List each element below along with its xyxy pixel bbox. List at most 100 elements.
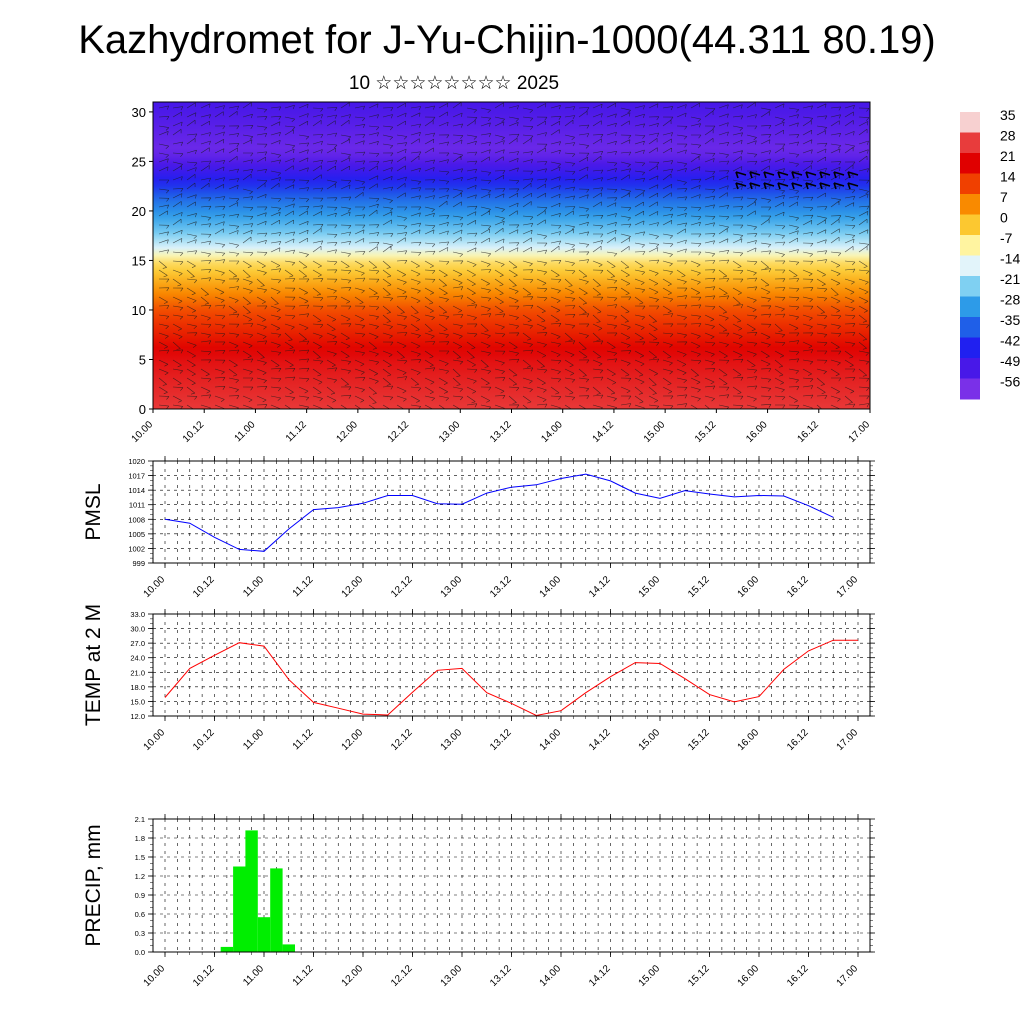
colorbar-label: 7 <box>1000 189 1008 205</box>
colorbar-swatch <box>960 296 980 318</box>
precip-y-tick-label: 2.1 <box>135 815 145 824</box>
temp2m-x-tick-label: 15.12 <box>686 727 712 753</box>
precip-y-tick-label: 1.8 <box>135 834 145 843</box>
pmsl-x-tick-label: 15.00 <box>637 574 663 600</box>
precip-bar <box>282 944 295 952</box>
colorbar-label: -42 <box>1000 333 1020 349</box>
cs-y-tick-label: 15 <box>132 253 146 268</box>
precip-x-tick-label: 10.12 <box>191 963 217 989</box>
pmsl-y-tick-label: 1002 <box>128 544 145 553</box>
colorbar-swatch <box>960 132 980 154</box>
cs-x-tick-label: 14.12 <box>591 419 617 445</box>
cs-x-tick-label: 11.12 <box>284 419 309 444</box>
temp2m-panel: 12.0 15.0 18.0 21.0 24.0 27.0 30.0 33.0 10.00 10.… <box>82 604 875 753</box>
pmsl-y-tick-label: 1017 <box>128 472 145 481</box>
precip-panel: 0.0 0.3 0.6 0.9 1.2 1.5 1.8 2.1 10.00 10.12 11.00 1… <box>82 814 875 989</box>
temp2m-x-tick-label: 10.12 <box>191 727 217 753</box>
temp2m-x-tick-label: 14.00 <box>538 727 564 753</box>
cs-y-tick-label: 20 <box>132 204 146 219</box>
colorbar-label: -7 <box>1000 230 1013 246</box>
colorbar-label: -56 <box>1000 374 1020 390</box>
temp2m-x-tick-label: 11.12 <box>291 727 316 752</box>
precip-frame <box>152 818 871 953</box>
temp2m-series-line <box>164 639 858 717</box>
cs-x-tick-label: 11.00 <box>233 419 258 444</box>
pmsl-x-tick-label: 14.12 <box>587 574 613 600</box>
temp2m-x-tick-label: 13.12 <box>488 727 514 753</box>
cs-y-tick-label: 30 <box>132 105 146 120</box>
colorbar-swatch <box>960 214 980 236</box>
temp2m-ylabel: TEMP at 2 M <box>82 604 105 726</box>
wind-barbs <box>158 102 870 409</box>
colorbar-swatch <box>960 194 980 215</box>
colorbar-label: -35 <box>1000 312 1020 328</box>
precip-x-tick-label: 17.00 <box>835 963 861 989</box>
precip-bar <box>270 868 283 952</box>
precip-bar <box>245 830 258 952</box>
colorbar-label: -28 <box>1000 292 1020 308</box>
colorbar-swatch <box>960 235 980 256</box>
temp2m-y-tick-label: 30.0 <box>130 625 145 634</box>
cs-y-tick-label: 25 <box>132 154 146 169</box>
precip-x-tick-label: 13.00 <box>439 963 465 989</box>
wind-barb-paths <box>158 102 870 409</box>
precip-x-tick-label: 14.12 <box>587 963 613 989</box>
precip-y-tick-label: 0.9 <box>135 891 145 900</box>
cs-x-tick-label: 16.12 <box>795 419 821 445</box>
colorbar-swatch <box>960 358 980 379</box>
pmsl-x-tick-label: 10.12 <box>191 574 217 600</box>
precip-x-tick-label: 10.00 <box>142 963 168 989</box>
pmsl-y-tick-label: 999 <box>132 559 145 568</box>
cs-y-tick-label: 0 <box>139 402 146 417</box>
precip-x-tick-label: 16.12 <box>785 963 811 989</box>
colorbar-label: 21 <box>1000 148 1016 164</box>
colorbar-label: 35 <box>1000 107 1016 123</box>
temp2m-x-tick-label: 14.12 <box>587 727 613 753</box>
precip-x-tick-label: 13.12 <box>488 963 514 989</box>
temp2m-x-tick-label: 16.12 <box>785 727 811 753</box>
temp2m-y-tick-label: 27.0 <box>130 639 145 648</box>
colorbar-swatch <box>960 173 980 195</box>
precip-x-tick-label: 11.12 <box>291 963 316 988</box>
pmsl-y-tick-label: 1005 <box>128 530 145 539</box>
pmsl-x-tick-label: 11.00 <box>241 574 266 599</box>
colorbar-label: 0 <box>1000 210 1008 226</box>
pmsl-x-tick-label: 15.12 <box>686 574 712 600</box>
precip-x-tick-label: 11.00 <box>241 963 266 988</box>
precip-x-tick-label: 15.00 <box>637 963 663 989</box>
colorbar: 35 28 21 14 7 0 -7 -14 -21 -28 -35 -42 -49 -56 <box>960 107 1020 400</box>
temp2m-x-tick-label: 17.00 <box>835 727 861 753</box>
pmsl-x-tick-label: 12.12 <box>389 574 415 600</box>
precip-x-tick-label: 16.00 <box>736 963 762 989</box>
chart-subtitle: 10 ☆☆☆☆☆☆☆☆ 2025 <box>348 73 560 94</box>
cs-y-tick-label: 10 <box>132 303 146 318</box>
temp2m-x-tick-label: 10.00 <box>142 727 168 753</box>
colorbar-swatch <box>960 337 980 359</box>
cs-x-tick-label: 10.00 <box>130 419 156 445</box>
cross-section-panel: 0 5 10 15 20 25 30 10.00 10.12 11.00 11.12 12.00 12.… <box>130 101 872 445</box>
temp2m-x-tick-label: 12.00 <box>340 727 366 753</box>
temp2m-x-tick-label: 15.00 <box>637 727 663 753</box>
colorbar-swatch <box>960 255 980 277</box>
pmsl-x-tick-label: 10.00 <box>142 574 168 600</box>
cs-x-tick-label: 15.12 <box>693 419 719 445</box>
colorbar-label: 14 <box>1000 169 1016 185</box>
pmsl-x-tick-label: 14.00 <box>538 574 564 600</box>
pmsl-x-tick-label: 17.00 <box>835 574 861 600</box>
precip-bar <box>233 866 246 952</box>
pmsl-frame <box>152 460 871 564</box>
temperature-field <box>153 102 870 409</box>
precip-ylabel: PRECIP, mm <box>82 824 105 946</box>
pmsl-x-tick-label: 16.00 <box>736 574 762 600</box>
cs-y-tick-label: 5 <box>139 352 146 367</box>
temp2m-y-tick-label: 21.0 <box>130 668 145 677</box>
pmsl-series-line <box>164 473 834 552</box>
pmsl-panel: 999 1002 1005 1008 1011 1014 1017 1020 10.00 10.1… <box>82 456 875 600</box>
cs-x-tick-label: 12.00 <box>335 419 361 445</box>
cs-x-tick-label: 10.12 <box>181 419 207 445</box>
pmsl-y-tick-label: 1011 <box>129 501 145 510</box>
cs-x-tick-label: 15.00 <box>642 419 668 445</box>
precip-y-tick-label: 0.3 <box>135 929 145 938</box>
precip-x-tick-label: 15.12 <box>686 963 712 989</box>
colorbar-label: -21 <box>1000 271 1020 287</box>
